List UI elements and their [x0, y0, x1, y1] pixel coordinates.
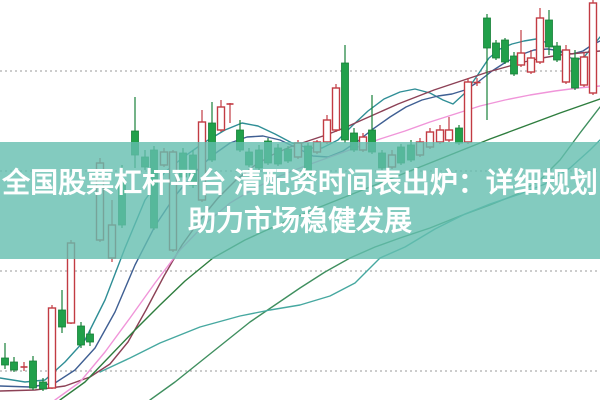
candle — [463, 78, 473, 144]
candle — [29, 356, 37, 390]
candle — [526, 50, 536, 74]
candle — [20, 362, 28, 371]
candle — [501, 38, 509, 64]
candle — [579, 52, 589, 87]
headline-line2: 助力市场稳健发展 — [187, 204, 412, 236]
candle — [226, 103, 234, 123]
candle — [39, 378, 47, 391]
candle — [516, 30, 526, 67]
candle — [545, 10, 553, 55]
candle — [322, 115, 332, 144]
candle — [571, 50, 579, 90]
candle — [510, 52, 518, 76]
candle — [561, 45, 571, 84]
candle — [47, 305, 57, 389]
candle — [341, 45, 349, 143]
candle — [77, 322, 85, 348]
candle — [216, 100, 226, 132]
candle — [483, 14, 491, 120]
ma-maroon — [0, 50, 600, 392]
candle — [58, 290, 66, 333]
candle — [86, 330, 94, 346]
candle — [588, 0, 598, 95]
candle — [1, 343, 9, 369]
candle — [535, 8, 545, 64]
candle — [473, 78, 481, 86]
candle — [10, 357, 18, 372]
candle — [331, 84, 341, 132]
candle — [553, 42, 561, 62]
candle — [444, 117, 454, 142]
candle — [492, 40, 500, 60]
headline-banner: 全国股票杠杆平台 清配资时间表出炉：详细规划 助力市场稳健发展 — [0, 142, 600, 259]
headline-line1: 全国股票杠杆平台 清配资时间表出炉：详细规划 — [2, 166, 598, 198]
